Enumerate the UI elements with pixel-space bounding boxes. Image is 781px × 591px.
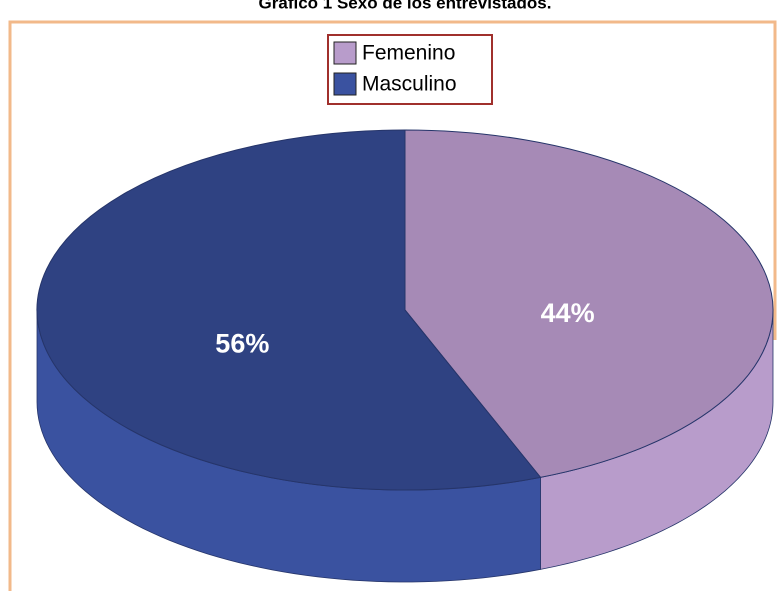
chart-title: Gráfico 1 Sexo de los entrevistados. — [259, 0, 552, 12]
slice — [36, 129, 542, 491]
legend-swatch — [333, 41, 357, 65]
legend-label: Femenino — [362, 42, 455, 65]
data-label: 56% — [215, 328, 269, 358]
slice — [404, 129, 774, 478]
legend-label: Masculino — [362, 73, 457, 96]
data-label: 44% — [541, 298, 595, 328]
legend-swatch — [333, 72, 357, 96]
frame — [8, 20, 777, 591]
